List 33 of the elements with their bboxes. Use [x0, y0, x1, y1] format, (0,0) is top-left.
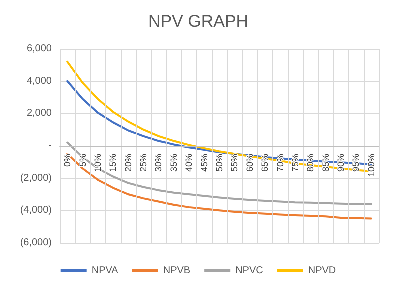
x-tick-label: 20%	[123, 154, 134, 172]
y-tick-label: (6,000)	[20, 238, 52, 248]
x-tick-label: 55%	[230, 154, 240, 172]
x-tick-label: 45%	[199, 154, 210, 172]
x-tick-label: 40%	[184, 154, 194, 172]
x-tick-label: 60%	[244, 154, 255, 172]
x-tick-label: 35%	[168, 154, 179, 172]
y-tick-label: (2,000)	[20, 172, 52, 184]
x-tick-label: 30%	[154, 154, 164, 172]
chart-title: NPV GRAPH	[148, 12, 249, 31]
x-tick-label: 15%	[108, 154, 118, 172]
x-tick-label: 0%	[62, 154, 73, 168]
x-tick-label: 50%	[214, 154, 224, 172]
y-tick-label: -	[48, 140, 52, 152]
y-tick-label: 6,000	[26, 44, 52, 54]
legend-label: NPVC	[236, 266, 264, 276]
legend-label: NPVB	[163, 266, 191, 276]
x-tick-label: 25%	[138, 154, 149, 172]
x-tick-label: 75%	[290, 154, 300, 172]
x-tick-label: 85%	[320, 154, 331, 172]
legend-label: NPVD	[308, 266, 336, 276]
y-tick-label: 4,000	[26, 76, 52, 87]
x-tick-label: 80%	[306, 154, 316, 172]
x-tick-label: 5%	[78, 154, 88, 168]
x-tick-label: 100%	[366, 154, 376, 178]
x-tick-label: 65%	[260, 154, 270, 172]
y-tick-label: (4,000)	[20, 205, 52, 216]
x-tick-label: 90%	[336, 154, 346, 172]
y-tick-label: 2,000	[26, 108, 52, 120]
legend-label: NPVA	[92, 266, 119, 276]
x-tick-label: 70%	[275, 154, 286, 172]
x-tick-label: 95%	[351, 154, 362, 172]
x-tick-label: 10%	[92, 154, 103, 172]
